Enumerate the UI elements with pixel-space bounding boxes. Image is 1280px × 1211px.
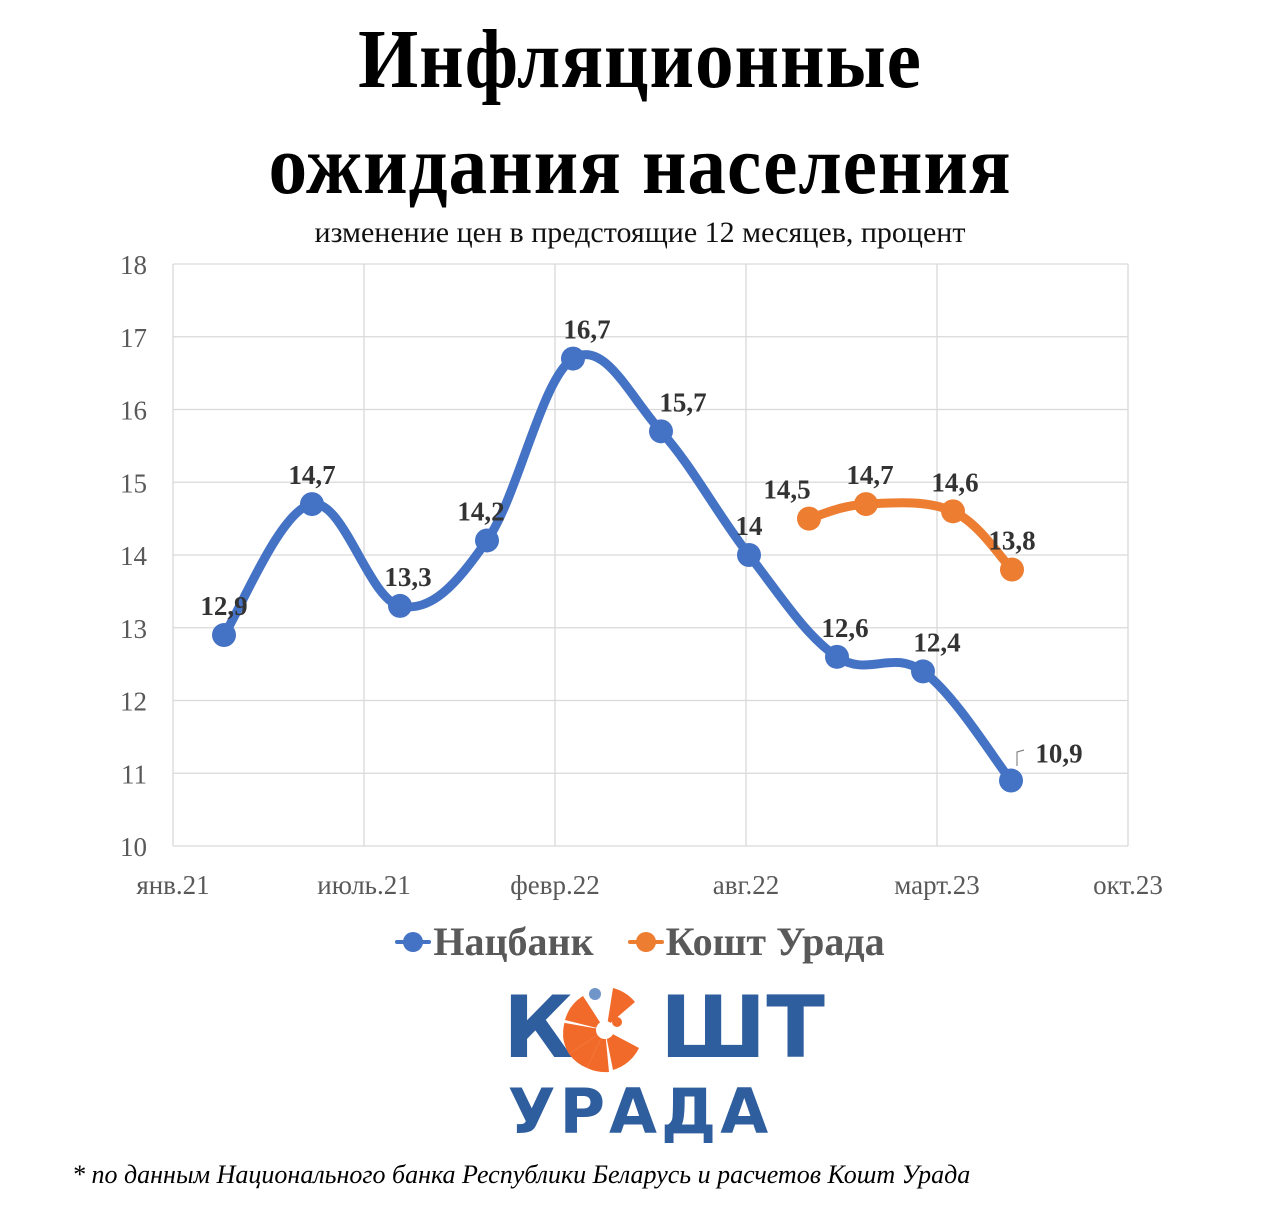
legend-label-natsbank: Нацбанк [433, 919, 594, 964]
data-label: 13,3 [384, 562, 431, 592]
data-point-marker [854, 492, 878, 517]
data-point-marker [825, 644, 849, 669]
data-point-marker [561, 346, 585, 371]
data-point-marker [475, 528, 499, 553]
data-point-marker [941, 499, 965, 524]
series-kosht-urada [797, 492, 1024, 582]
data-label: 13,8 [988, 526, 1035, 556]
x-tick-label: окт.23 [1093, 870, 1163, 900]
y-tick-label: 12 [120, 687, 147, 717]
y-tick-label: 17 [120, 323, 147, 353]
series-natsbank [212, 346, 1023, 793]
chart-series [212, 346, 1024, 793]
data-label: 14,6 [931, 467, 978, 497]
data-point-marker [649, 419, 673, 444]
data-labels: 12,9 14,7 13,3 14,2 16,7 15,7 14 12,6 12,4 10,9 14… [200, 315, 1082, 769]
chart-gridlines [172, 263, 1129, 847]
y-axis-labels: 10 11 12 13 14 15 16 17 18 [120, 250, 148, 862]
data-point-marker [212, 623, 236, 648]
legend-marker-blue-icon [395, 931, 432, 952]
y-tick-label: 11 [121, 759, 147, 789]
data-point-marker [388, 593, 412, 618]
chart-legend: Нацбанк Кошт Урада [0, 918, 1280, 965]
legend-marker-orange-icon [627, 931, 664, 952]
data-label: 12,9 [200, 591, 247, 621]
data-label: 12,6 [821, 613, 868, 643]
data-label: 16,7 [563, 315, 610, 345]
series-line [219, 350, 1016, 786]
data-label: 14,5 [763, 475, 810, 505]
x-tick-label: март.23 [894, 870, 980, 900]
logo-letters-sht: ШТ [660, 985, 825, 1078]
data-label: 14,2 [457, 496, 504, 526]
y-tick-label: 10 [120, 832, 147, 862]
y-tick-label: 14 [120, 541, 148, 571]
data-point-marker [797, 506, 821, 531]
data-label: 14,7 [288, 460, 335, 490]
x-axis-labels: янв.21 июль.21 февр.22 авг.22 март.23 окт.23 [136, 870, 1163, 900]
footnote: * по данным Национального банка Республи… [72, 1160, 971, 1189]
data-point-marker [1000, 557, 1024, 582]
data-label: 14 [736, 511, 763, 541]
legend-label-kosht-urada: Кошт Урада [665, 919, 885, 964]
legend-item-natsbank: Нацбанк [395, 918, 594, 965]
data-point-marker [737, 543, 761, 567]
series-line [804, 498, 1017, 575]
label-leader-line [1016, 749, 1025, 766]
chart-title-line-1: Инфляционные [358, 13, 922, 106]
data-label: 10,9 [1035, 739, 1082, 769]
data-label: 14,7 [846, 460, 893, 490]
logo-word-urada: УРАДА [508, 1075, 772, 1145]
x-tick-label: авг.22 [713, 870, 780, 900]
y-tick-label: 15 [120, 468, 147, 498]
x-tick-label: июль.21 [317, 870, 411, 900]
data-point-marker [911, 659, 935, 684]
y-tick-label: 18 [120, 250, 147, 280]
chart-title-line-2: ожидания населения [268, 119, 1012, 212]
logo-letter-k: К [503, 985, 573, 1078]
x-tick-label: февр.22 [510, 870, 599, 900]
data-point-marker [300, 492, 324, 517]
legend-item-kosht-urada: Кошт Урада [627, 918, 885, 965]
y-tick-label: 16 [120, 396, 147, 426]
data-label: 15,7 [659, 387, 706, 417]
line-chart: 10 11 12 13 14 15 16 17 18 янв.21 июль.21 февр.22 а… [120, 250, 1163, 900]
logo-orange-slice-icon [563, 988, 639, 1073]
chart-subtitle: изменение цен в предстоящие 12 месяцев, … [314, 216, 966, 249]
data-point-marker [999, 768, 1023, 793]
kosht-urada-logo: К ШТ УРАДА [503, 985, 825, 1145]
y-tick-label: 13 [120, 614, 147, 644]
x-tick-label: янв.21 [136, 870, 209, 900]
data-label: 12,4 [913, 627, 960, 657]
